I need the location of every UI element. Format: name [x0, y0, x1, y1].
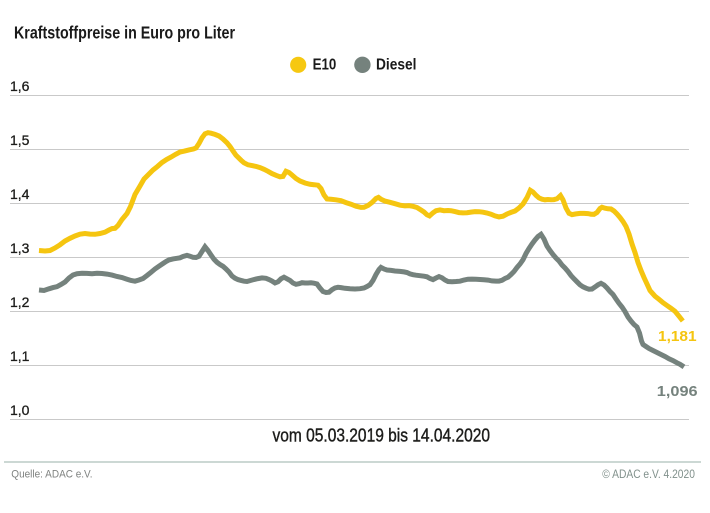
svg-text:1,0: 1,0: [10, 402, 30, 418]
svg-text:© ADAC e.V. 4.2020: © ADAC e.V. 4.2020: [602, 469, 695, 481]
svg-text:1,4: 1,4: [10, 186, 30, 202]
svg-text:1,3: 1,3: [10, 240, 30, 256]
svg-text:1,5: 1,5: [10, 132, 30, 148]
svg-text:Diesel: Diesel: [376, 57, 417, 74]
svg-text:Kraftstoffpreise in Euro pro L: Kraftstoffpreise in Euro pro Liter: [14, 22, 235, 42]
svg-text:Quelle: ADAC e.V.: Quelle: ADAC e.V.: [11, 469, 92, 481]
svg-text:1,096: 1,096: [657, 384, 698, 400]
svg-text:E10: E10: [313, 57, 337, 74]
svg-text:1,2: 1,2: [10, 294, 30, 310]
svg-text:1,181: 1,181: [658, 329, 697, 345]
svg-text:1,6: 1,6: [10, 78, 30, 94]
svg-text:vom 05.03.2019 bis 14.04.2020: vom 05.03.2019 bis 14.04.2020: [273, 425, 491, 445]
svg-text:1,1: 1,1: [10, 348, 30, 364]
